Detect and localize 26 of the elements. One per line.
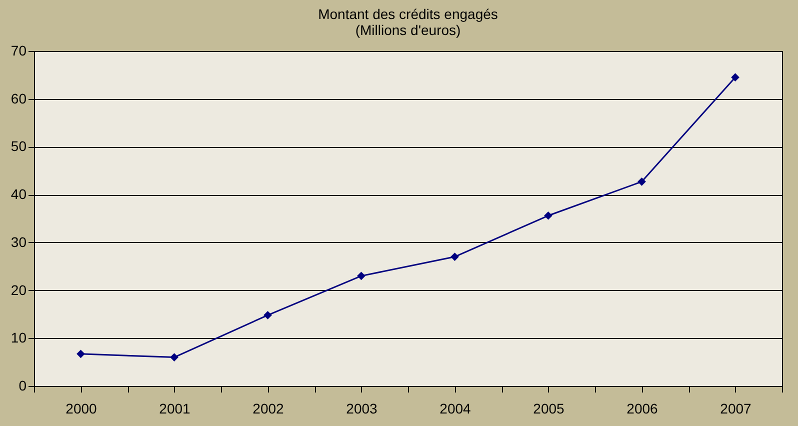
text: (Millions d'euros) [355, 22, 461, 38]
point [638, 177, 646, 186]
x-tick-label: 2001 [159, 400, 191, 416]
text: Montant des crédits engagés [318, 6, 498, 22]
y-tick-label: 70 [10, 42, 27, 58]
point [450, 252, 459, 261]
point [264, 310, 272, 320]
point [170, 353, 178, 362]
x-tick-label: 2002 [252, 400, 284, 416]
y-tick-label: 20 [10, 282, 27, 298]
y-tick-label: 10 [10, 330, 27, 346]
point [544, 211, 552, 220]
y-tick-label: 30 [10, 234, 27, 250]
y-tick-label: 60 [10, 90, 27, 106]
y-tick-label: 0 [18, 378, 27, 394]
point [76, 350, 85, 358]
x-tick-label: 2005 [533, 400, 565, 416]
x-tick-label: 2000 [66, 400, 98, 416]
x-tick-label: 2007 [720, 400, 752, 416]
point [731, 73, 740, 82]
y-tick-label: 40 [10, 186, 27, 202]
y-tick-label: 50 [10, 138, 27, 154]
x-tick-label: 2003 [346, 400, 378, 416]
point [357, 272, 366, 280]
x-tick-label: 2004 [440, 400, 472, 416]
x-tick-label: 2006 [626, 400, 658, 416]
